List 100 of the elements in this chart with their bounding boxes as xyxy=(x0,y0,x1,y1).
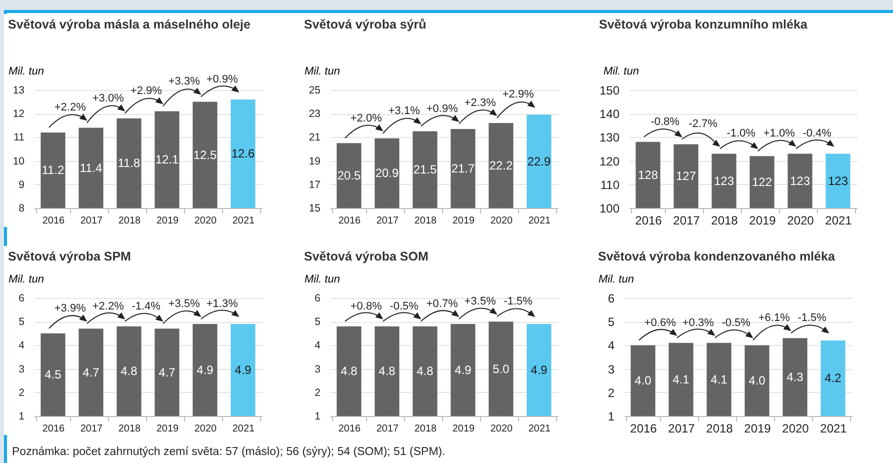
y-tick-label: 6 xyxy=(314,292,321,304)
y-tick-label: 4 xyxy=(608,338,615,353)
y-tick-label: 11 xyxy=(14,132,25,144)
annotation: -1.4% xyxy=(132,300,161,312)
annotation: -1.5% xyxy=(798,312,827,324)
y-tick-label: 1 xyxy=(608,410,615,424)
annotation: +3.9% xyxy=(54,302,86,315)
chart-title: Světová výroba konzumního mléka xyxy=(598,18,808,32)
y-tick-label: 2 xyxy=(314,386,321,399)
x-tick-label: 2017 xyxy=(668,422,696,436)
data-label: 4.9 xyxy=(196,362,214,377)
data-label: 4.0 xyxy=(634,374,652,388)
y-axis-title: Mil. tun xyxy=(304,66,340,78)
y-tick-label: 3 xyxy=(314,363,321,376)
x-tick-label: 2017 xyxy=(80,424,104,434)
annotation: +2.2% xyxy=(92,300,124,312)
annotation: +2.3% xyxy=(464,96,496,109)
x-tick-label: 2021 xyxy=(825,214,852,228)
data-label: 21.7 xyxy=(451,161,475,176)
y-tick-label: 19 xyxy=(308,155,321,168)
x-tick-label: 2018 xyxy=(711,214,738,228)
data-label: 4.7 xyxy=(82,365,100,380)
x-tick-label: 2020 xyxy=(787,214,814,228)
text: +0.9% xyxy=(206,73,238,86)
data-label: 12.6 xyxy=(231,146,255,161)
data-label: 4.8 xyxy=(416,364,434,378)
data-label: 12.5 xyxy=(193,148,217,162)
annotation: -2.7% xyxy=(688,118,718,130)
y-tick-label: 140 xyxy=(599,107,620,122)
x-tick-label: 2016 xyxy=(42,216,66,226)
annotation: -0.5% xyxy=(390,300,419,312)
y-tick-label: 21 xyxy=(308,132,321,144)
y-tick-label: 120 xyxy=(599,154,620,168)
y-axis-title: Mil. tun xyxy=(304,274,340,286)
annotation: +0.9% xyxy=(426,102,458,115)
annotation: -0.5% xyxy=(722,316,751,329)
data-label: 4.0 xyxy=(748,374,766,388)
y-tick-label: 10 xyxy=(12,155,25,168)
x-tick-label: 2020 xyxy=(490,424,514,434)
x-tick-label: 2018 xyxy=(414,424,438,434)
y-tick-label: 5 xyxy=(608,315,615,330)
data-label: 20.9 xyxy=(375,166,399,180)
data-label: 123 xyxy=(714,174,734,188)
chart-title: Světová výroba másla a máselného oleje xyxy=(8,18,251,32)
x-tick-label: 2019 xyxy=(452,216,476,226)
x-tick-label: 2018 xyxy=(118,216,142,226)
annotation: -0.8% xyxy=(650,116,680,128)
annotation: +2.0% xyxy=(350,112,382,124)
annotation: +3.5% xyxy=(464,296,496,308)
y-tick-label: 2 xyxy=(608,386,615,400)
data-label: 4.8 xyxy=(378,364,396,378)
annotation: -1.5% xyxy=(504,296,533,308)
chart-title: Světová výroba sýrů xyxy=(304,18,426,32)
y-tick-label: 1 xyxy=(18,410,25,422)
y-tick-label: 15 xyxy=(308,202,321,214)
x-tick-label: 2020 xyxy=(194,216,218,226)
data-label: 4.1 xyxy=(710,372,728,386)
x-tick-label: 2020 xyxy=(194,424,218,434)
annotation: +2.9% xyxy=(502,88,534,101)
x-tick-label: 2019 xyxy=(452,424,476,434)
y-tick-label: 4 xyxy=(314,340,321,352)
data-label: 122 xyxy=(752,175,772,190)
x-tick-label: 2017 xyxy=(376,216,400,226)
text: Poznámka: počet zahrnutých zemí světa: 57 (máslo); 56 (sýry); 54 (SOM); 51 (SPM). xyxy=(12,446,446,458)
y-tick-label: 23 xyxy=(308,108,321,120)
y-tick-label: 6 xyxy=(18,292,25,304)
data-label: 4.8 xyxy=(340,364,358,378)
annotation: +0.6% xyxy=(644,316,676,329)
data-label: 22.2 xyxy=(489,158,513,173)
y-tick-label: 8 xyxy=(18,202,25,214)
y-tick-label: 3 xyxy=(608,362,615,376)
x-tick-label: 2020 xyxy=(782,422,810,436)
annotation: +3.0% xyxy=(92,92,124,104)
x-tick-label: 2016 xyxy=(630,422,658,436)
data-label: 20.5 xyxy=(337,168,361,183)
data-label: 11.8 xyxy=(118,156,141,170)
annotation: +0.7% xyxy=(426,298,458,310)
data-label: 11.4 xyxy=(80,160,103,175)
x-tick-label: 2016 xyxy=(338,424,362,434)
annotation: +0.8% xyxy=(350,300,382,312)
annotation: +2.9% xyxy=(130,85,162,98)
data-label: 4.7 xyxy=(158,365,176,380)
chart-title: Světová výroba SOM xyxy=(304,250,428,264)
x-tick-label: 2016 xyxy=(635,214,662,228)
y-tick-label: 4 xyxy=(18,340,25,352)
y-axis-title: Mil. tun xyxy=(598,274,634,286)
data-label: 128 xyxy=(638,168,658,182)
data-label: 4.3 xyxy=(786,370,804,384)
annotation: +6.1% xyxy=(758,312,790,324)
annotation: -0.4% xyxy=(802,128,832,140)
x-tick-label: 2018 xyxy=(118,424,142,434)
data-label: 4.8 xyxy=(120,364,138,378)
annotation: +3.1% xyxy=(388,105,420,118)
annotation: +1.3% xyxy=(206,298,238,310)
y-axis-title: Mil. tun xyxy=(8,274,44,286)
x-tick-label: 2017 xyxy=(673,214,700,228)
annotation: +2.2% xyxy=(54,102,86,114)
x-tick-label: 2021 xyxy=(528,216,552,226)
data-label: 127 xyxy=(676,169,696,184)
y-tick-label: 12 xyxy=(12,108,25,120)
